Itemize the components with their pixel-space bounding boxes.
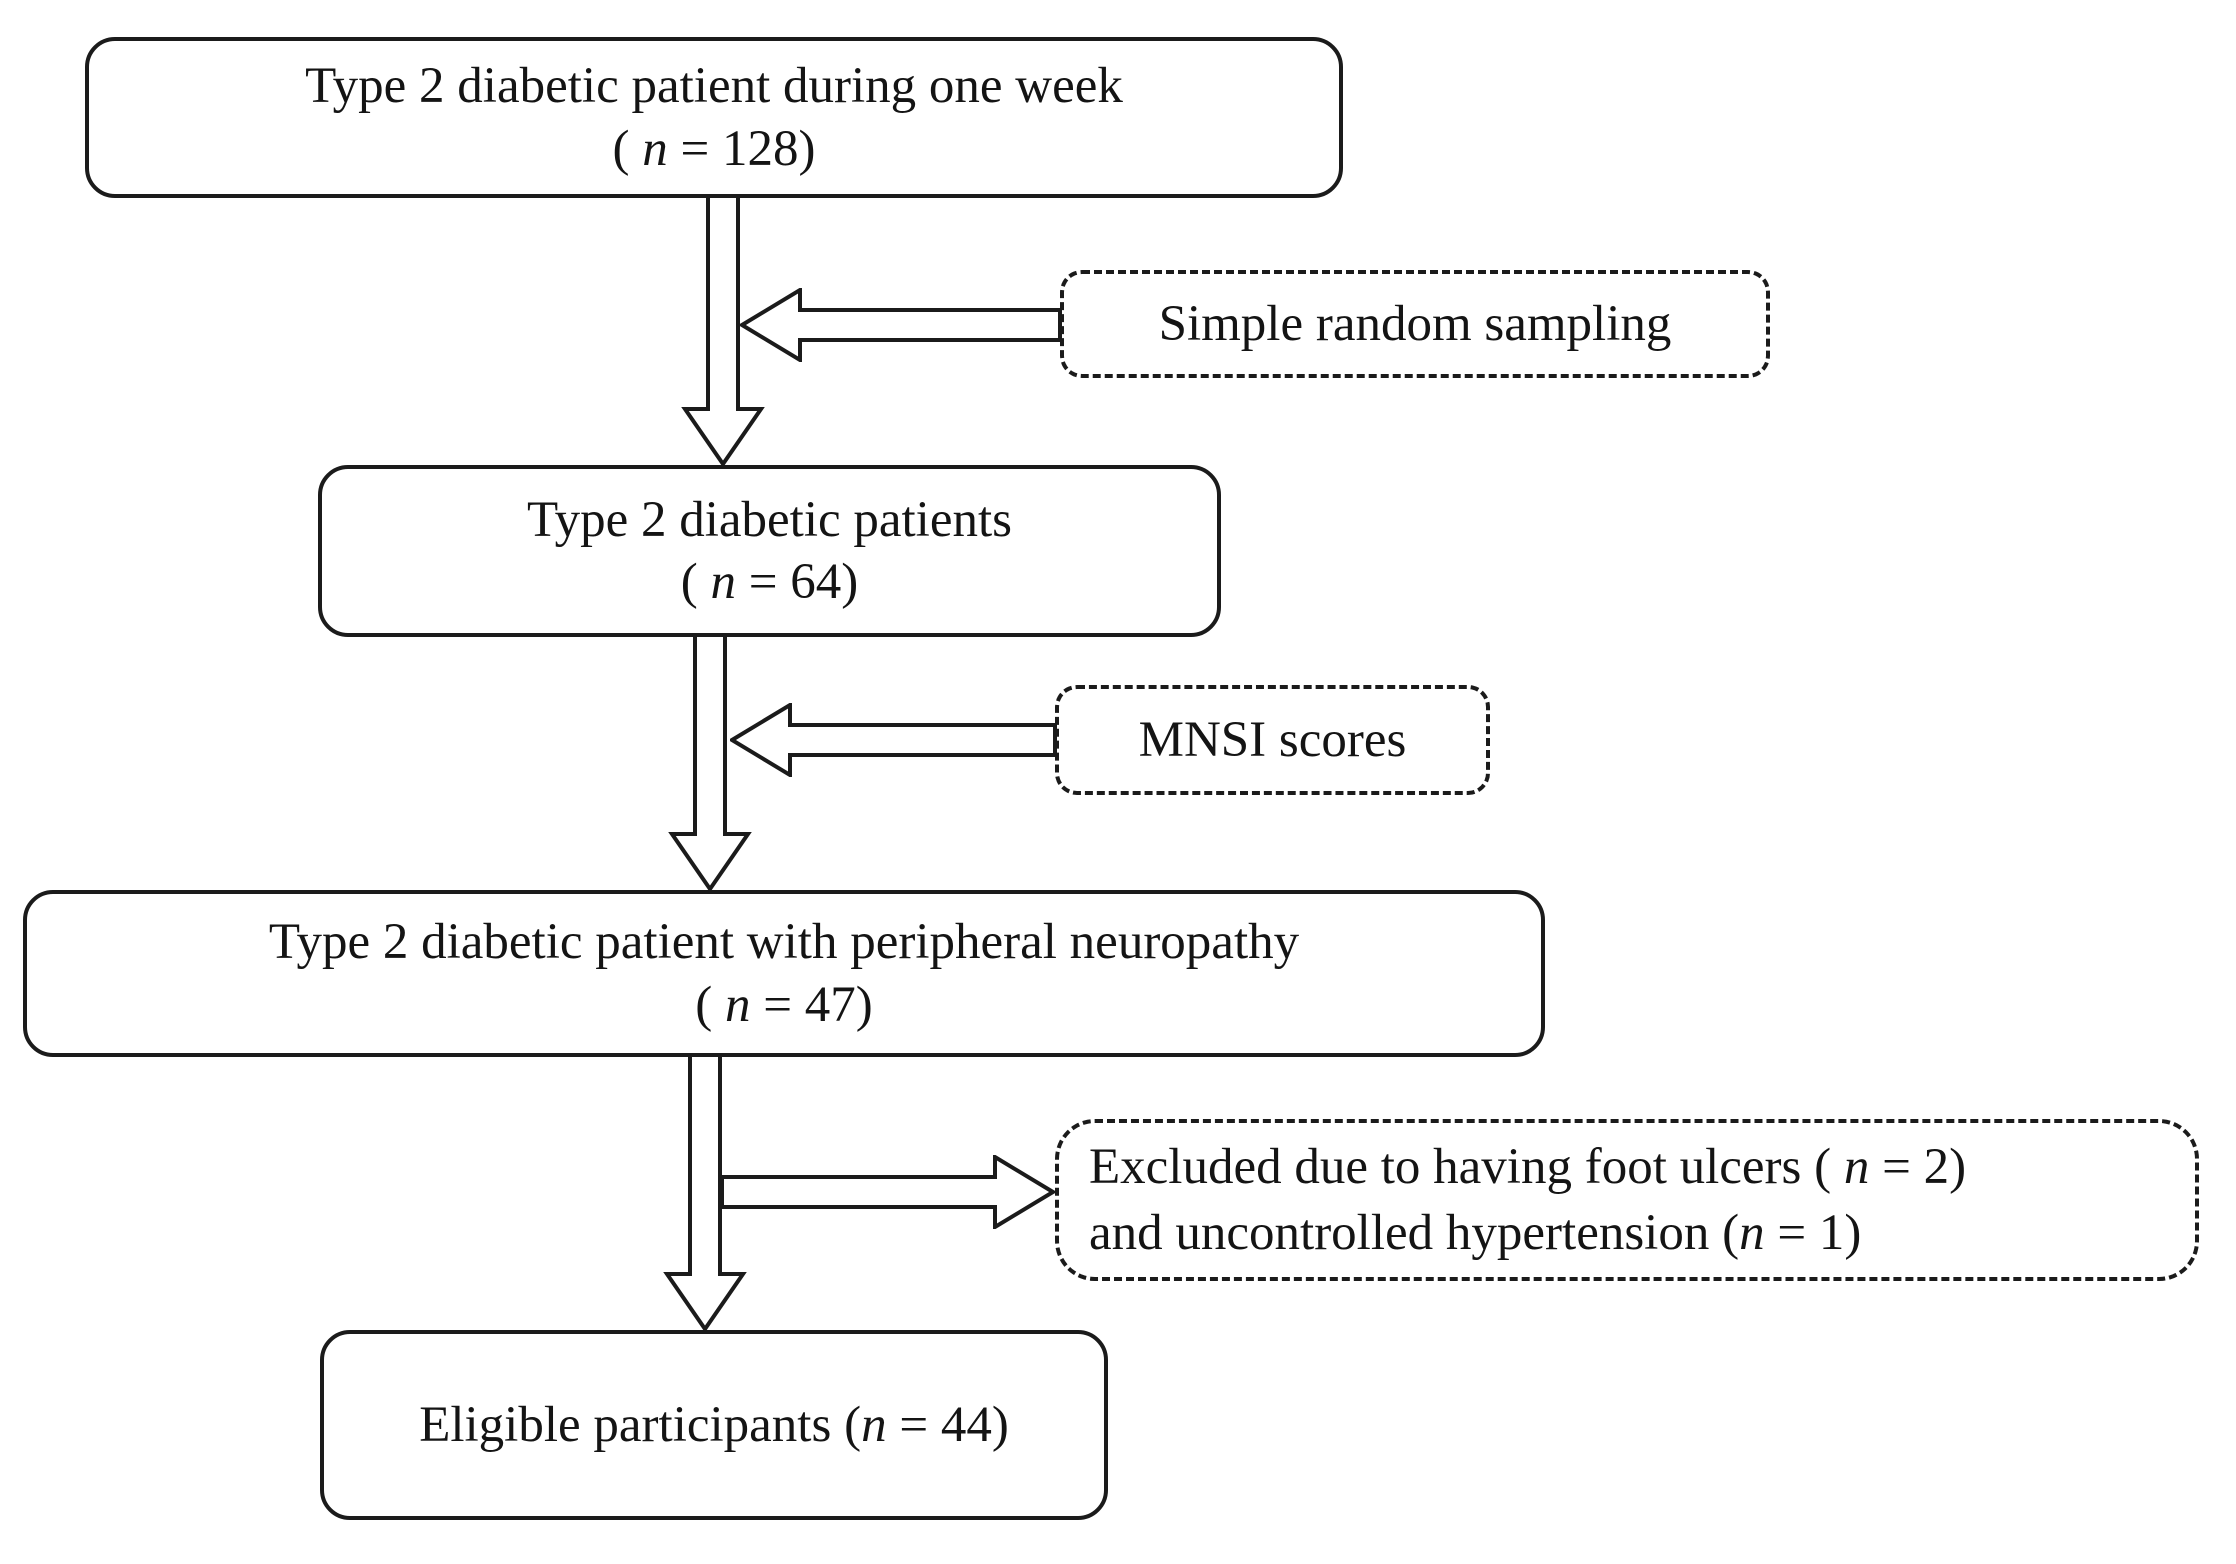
- note-mnsi-scores: MNSI scores: [1055, 685, 1490, 795]
- excluded-line1-prefix: Excluded due to having foot ulcers (: [1089, 1138, 1844, 1195]
- arrow-down-shape: [681, 196, 765, 466]
- eligible-prefix: Eligible participants (: [419, 1396, 862, 1453]
- n-symbol: n: [861, 1396, 887, 1453]
- flow-box-population-count: ( n = 128): [613, 118, 816, 180]
- count-suffix: = 47): [750, 976, 873, 1033]
- count-prefix: (: [612, 120, 643, 177]
- note-excluded-line2: and uncontrolled hypertension (n = 1): [1089, 1200, 1861, 1266]
- flow-box-eligible-line: Eligible participants (n = 44): [419, 1394, 1009, 1456]
- arrow-down-population-to-sampled: [681, 196, 765, 466]
- n-symbol: n: [724, 976, 751, 1033]
- count-suffix: = 128): [667, 120, 816, 177]
- flow-box-neuropathy-line1: Type 2 diabetic patient with peripheral …: [268, 914, 1300, 971]
- flow-box-eligible: Eligible participants (n = 44): [320, 1330, 1108, 1520]
- excluded-line2-prefix: and uncontrolled hypertension (: [1089, 1205, 1740, 1261]
- flow-box-neuropathy-count: ( n = 47): [695, 974, 872, 1036]
- arrow-down-shape: [668, 635, 752, 891]
- flow-box-sampled-line1: Type 2 diabetic patients: [526, 491, 1013, 548]
- excluded-line1-suffix: = 2): [1869, 1138, 1967, 1195]
- n-symbol: n: [642, 120, 668, 177]
- flow-box-sampled: Type 2 diabetic patients ( n = 64): [318, 465, 1221, 637]
- n-symbol: n: [710, 554, 736, 610]
- note-simple-random-sampling: Simple random sampling: [1060, 270, 1770, 378]
- arrow-down-neuropathy-to-eligible: [663, 1055, 747, 1331]
- eligible-suffix: = 44): [886, 1396, 1009, 1453]
- arrow-right-excluded: [720, 1155, 1055, 1229]
- arrow-left-shape: [740, 288, 1062, 362]
- excluded-line2-suffix: = 1): [1764, 1205, 1862, 1261]
- note-excluded-line1: Excluded due to having foot ulcers ( n =…: [1089, 1134, 1966, 1200]
- flow-box-population: Type 2 diabetic patient during one week …: [85, 37, 1343, 198]
- arrow-left-mnsi: [730, 703, 1057, 777]
- arrow-down-shape: [663, 1055, 747, 1331]
- arrow-right-shape: [720, 1155, 1055, 1229]
- flow-box-population-line1: Type 2 diabetic patient during one week: [305, 58, 1123, 115]
- count-prefix: (: [680, 554, 711, 610]
- note-excluded: Excluded due to having foot ulcers ( n =…: [1055, 1119, 2199, 1281]
- note-simple-random-sampling-label: Simple random sampling: [1158, 295, 1672, 352]
- n-symbol: n: [1843, 1138, 1870, 1195]
- flow-box-neuropathy: Type 2 diabetic patient with peripheral …: [23, 890, 1545, 1057]
- arrow-left-shape: [730, 703, 1057, 777]
- flow-box-sampled-count: ( n = 64): [681, 551, 858, 613]
- count-prefix: (: [695, 976, 725, 1033]
- count-suffix: = 64): [735, 554, 859, 610]
- arrow-left-sampling: [740, 288, 1062, 362]
- arrow-down-sampled-to-neuropathy: [668, 635, 752, 891]
- n-symbol: n: [1739, 1205, 1765, 1261]
- note-mnsi-scores-label: MNSI scores: [1138, 711, 1407, 768]
